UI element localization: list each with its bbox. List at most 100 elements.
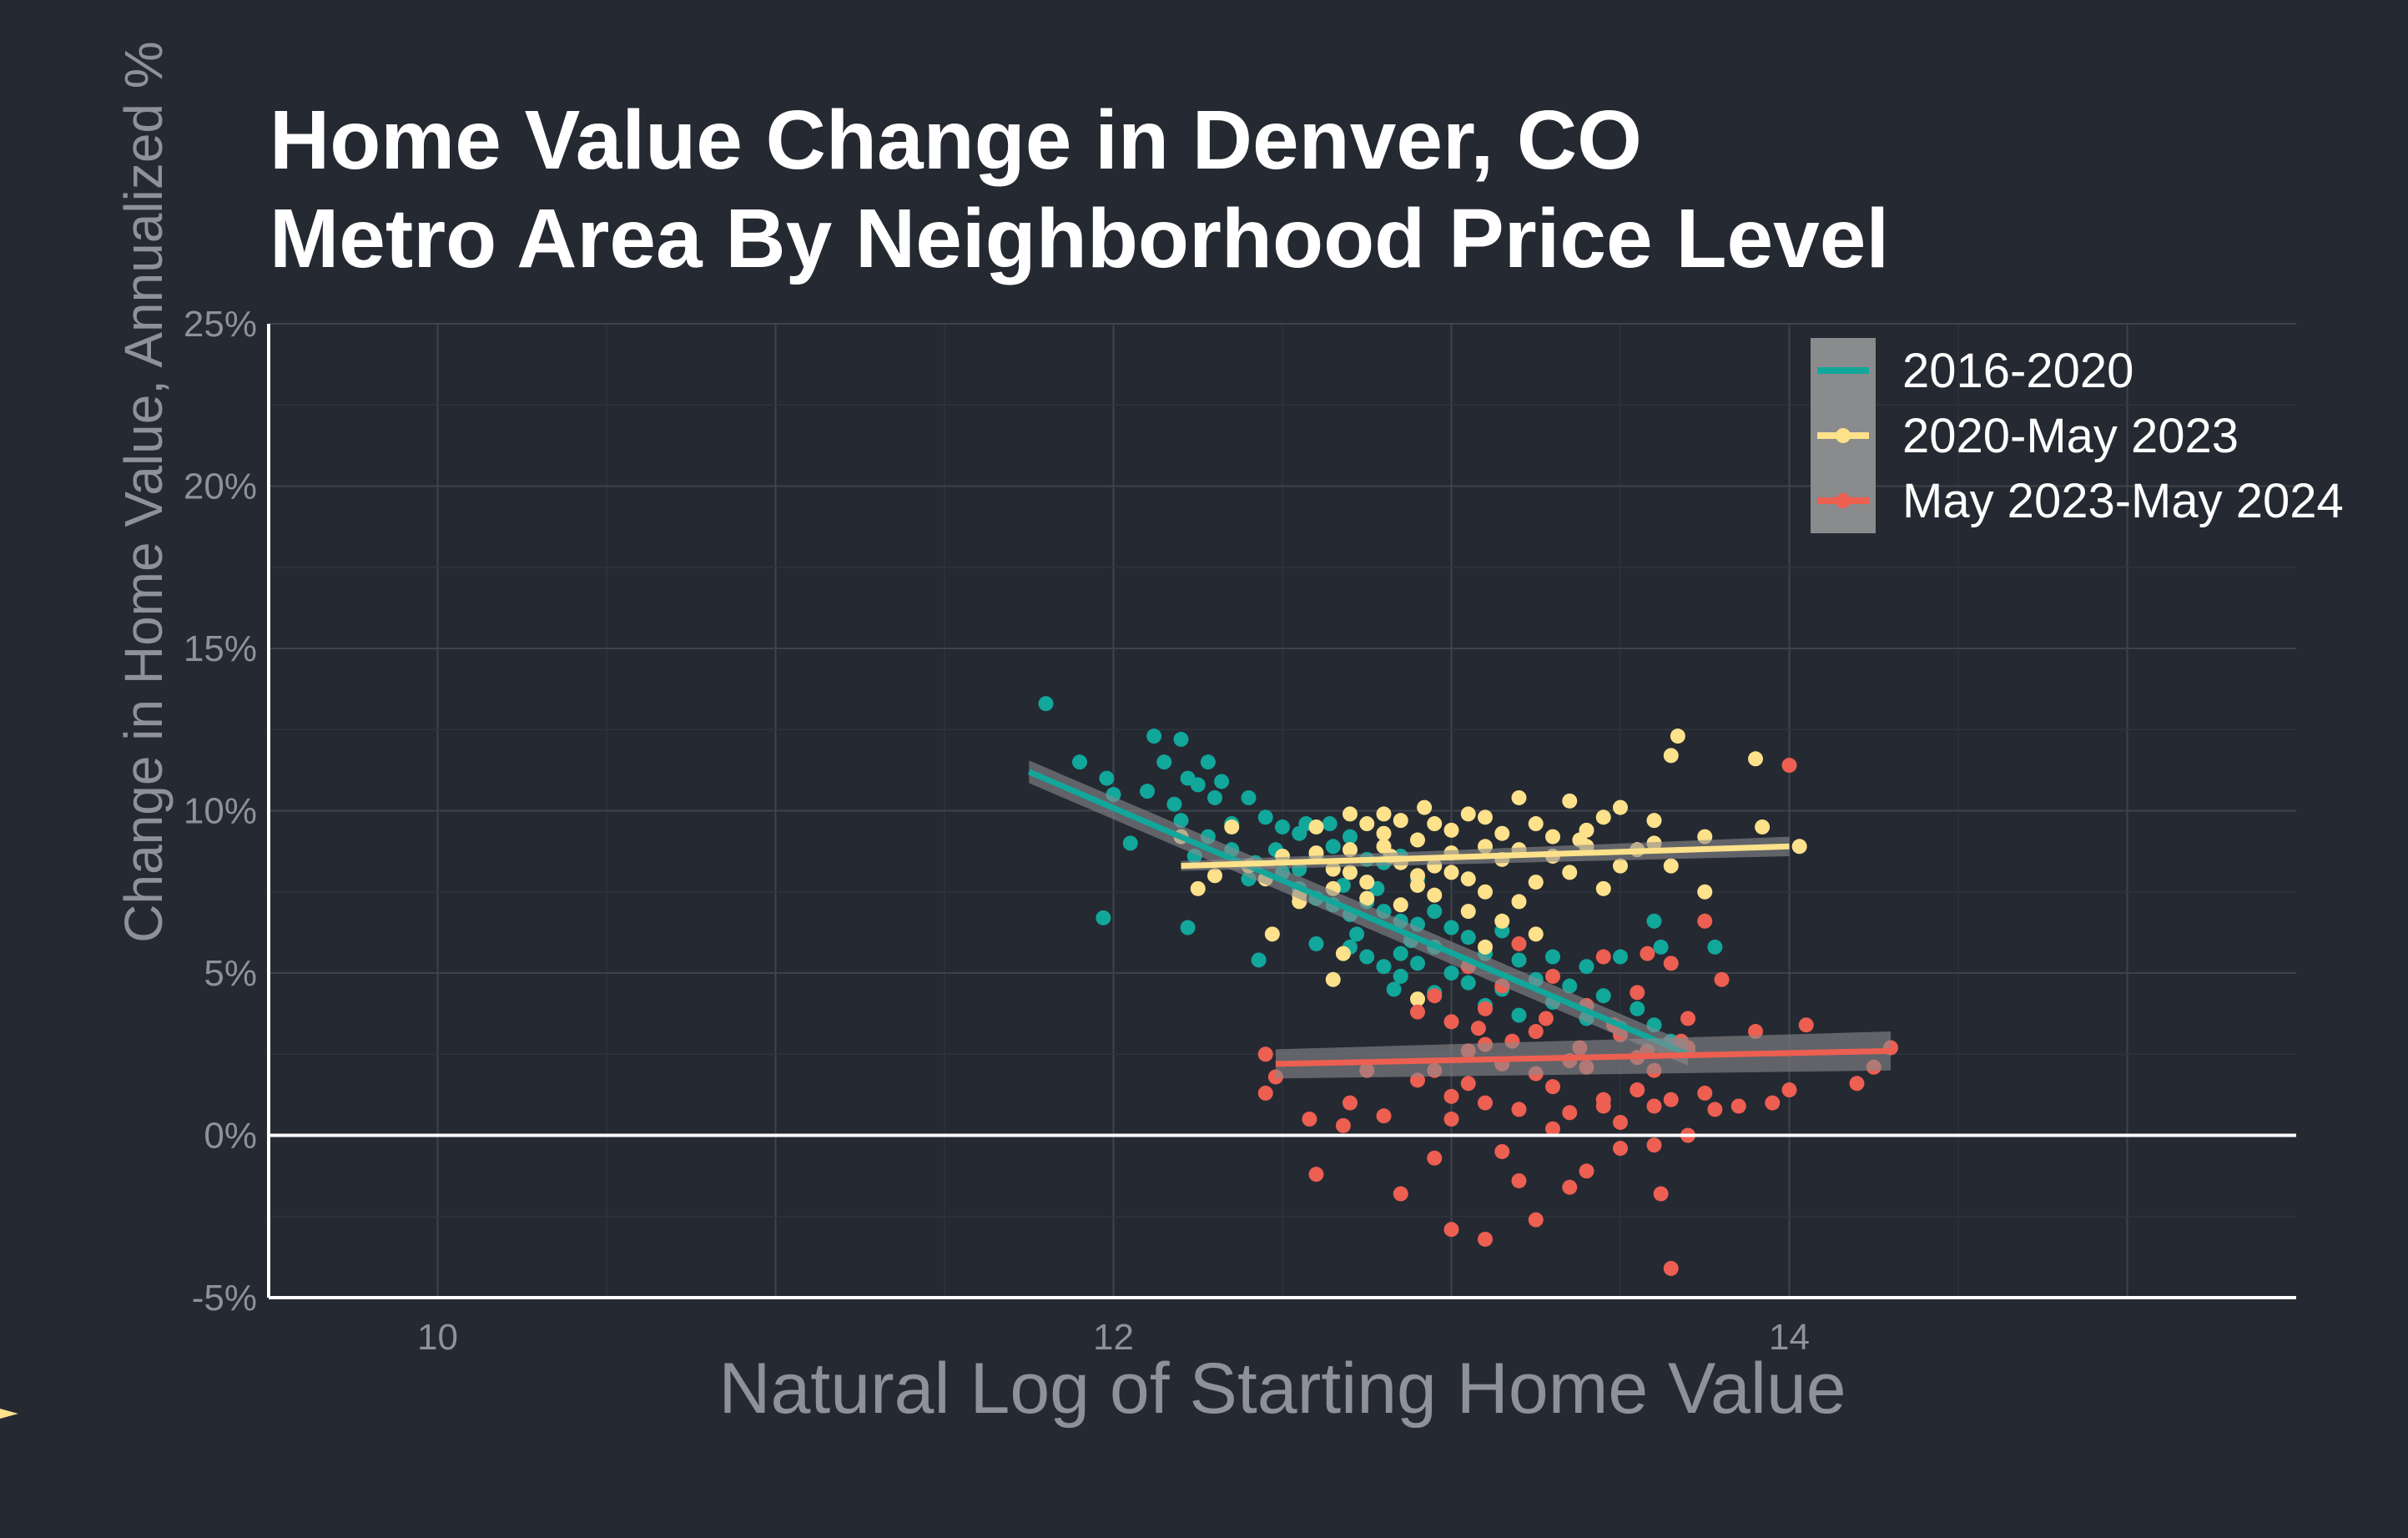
data-point	[1264, 926, 1280, 942]
data-point	[1613, 858, 1628, 874]
data-point	[1849, 1076, 1865, 1092]
data-point	[1680, 1011, 1695, 1026]
legend-swatch	[1817, 367, 1869, 374]
data-point	[1343, 865, 1358, 880]
data-point	[1646, 1137, 1662, 1153]
data-point	[1376, 1108, 1392, 1124]
y-tick-label: 0%	[204, 1116, 257, 1157]
data-point	[1200, 754, 1216, 770]
data-point	[1528, 816, 1544, 832]
data-point	[1386, 981, 1402, 997]
data-point	[1562, 978, 1578, 994]
data-point	[1343, 842, 1358, 858]
y-tick-label: -5%	[192, 1278, 257, 1319]
data-point	[1562, 793, 1578, 809]
data-point	[1562, 865, 1578, 880]
data-point	[1359, 816, 1375, 832]
data-point	[1613, 1114, 1628, 1130]
data-point	[1613, 949, 1628, 965]
data-point	[1595, 880, 1611, 896]
data-point	[1478, 809, 1493, 825]
chart-subtitle: Metro Area By Neighborhood Price Level	[270, 192, 1890, 285]
data-point	[1359, 949, 1375, 965]
data-point	[1494, 913, 1510, 929]
data-point	[1460, 975, 1476, 991]
data-point	[1595, 949, 1611, 965]
data-point	[1343, 829, 1358, 845]
data-point	[1545, 1079, 1560, 1095]
data-point	[1335, 1117, 1351, 1133]
data-point	[1443, 1088, 1459, 1104]
data-point	[1478, 1095, 1493, 1111]
data-point	[1443, 1222, 1459, 1238]
data-point	[1460, 930, 1476, 945]
data-point	[1308, 935, 1324, 951]
data-point	[1410, 956, 1425, 971]
data-point	[1545, 829, 1560, 845]
data-point	[1545, 949, 1560, 965]
arrow-icon	[0, 1409, 18, 1419]
data-point	[1443, 865, 1459, 880]
data-point	[1308, 1167, 1324, 1182]
data-point	[1798, 1017, 1814, 1033]
data-point	[1207, 868, 1222, 884]
data-point	[1038, 696, 1054, 712]
data-point	[1376, 825, 1392, 841]
data-point	[1349, 926, 1365, 942]
data-point	[1528, 1212, 1544, 1228]
data-point	[1308, 819, 1324, 835]
data-point	[1443, 1112, 1459, 1127]
data-point	[1275, 819, 1290, 835]
data-point	[1494, 825, 1510, 841]
data-point	[1511, 789, 1527, 805]
data-point	[1460, 806, 1476, 822]
legend-label: May 2023-May 2024	[1902, 474, 2344, 528]
x-tick-label: 10	[417, 1317, 458, 1358]
data-point	[1707, 939, 1723, 955]
data-point	[1613, 1141, 1628, 1157]
data-point	[1646, 813, 1662, 829]
gridlines	[269, 323, 2296, 1298]
data-point	[1572, 832, 1588, 848]
data-point	[1166, 796, 1182, 812]
data-point	[1099, 770, 1115, 786]
data-point	[1697, 913, 1713, 929]
legend-swatch	[1817, 493, 1869, 508]
data-point	[1335, 945, 1351, 961]
data-point	[1646, 913, 1662, 929]
data-point	[1257, 1085, 1273, 1101]
data-point	[1180, 920, 1196, 935]
data-point	[1417, 799, 1433, 815]
data-point	[1653, 939, 1669, 955]
data-point	[1781, 1082, 1797, 1098]
data-point	[1376, 806, 1392, 822]
data-point	[1663, 1260, 1679, 1276]
data-point	[1707, 1102, 1723, 1117]
data-point	[1653, 1186, 1669, 1202]
y-axis-label: Change in Home Value, Annualized %	[113, 41, 174, 943]
data-point	[1697, 884, 1713, 900]
data-point	[1646, 1098, 1662, 1114]
data-point	[1478, 1001, 1493, 1016]
data-point	[1478, 884, 1493, 900]
data-point	[1343, 806, 1358, 822]
data-point	[1460, 904, 1476, 920]
legend-label: 2016-2020	[1902, 344, 2134, 398]
data-point	[1410, 991, 1425, 1007]
data-point	[1393, 1186, 1408, 1202]
data-point	[1302, 1112, 1317, 1127]
x-axis-label: Natural Log of Starting Home Value	[718, 1349, 1846, 1429]
data-point	[1443, 966, 1459, 981]
data-point	[1427, 904, 1443, 920]
trend-line	[1027, 769, 1690, 1057]
data-point	[1393, 968, 1408, 984]
data-point	[1663, 748, 1679, 764]
data-point	[1096, 910, 1111, 925]
data-point	[1251, 952, 1267, 968]
data-point	[1748, 1024, 1763, 1040]
data-point	[1190, 777, 1206, 793]
data-point	[1781, 758, 1797, 774]
data-point	[1427, 988, 1443, 1004]
data-point	[1595, 988, 1611, 1004]
